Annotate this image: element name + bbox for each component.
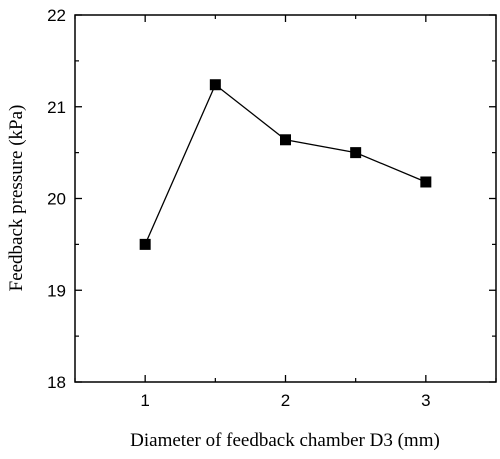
axis-ticks: 1 2 3 18 19 20 21 22 <box>47 6 497 410</box>
x-tick-label: 1 <box>140 391 149 410</box>
data-series <box>139 79 432 250</box>
series-line <box>144 83 427 245</box>
y-axis-label: Feedback pressure (kPa) <box>6 105 27 292</box>
x-axis-label: Diameter of feedback chamber D3 (mm) <box>130 430 440 451</box>
y-tick-label: 22 <box>47 6 66 25</box>
plot-frame <box>74 14 497 383</box>
y-tick-label: 18 <box>47 373 66 392</box>
data-point <box>350 147 362 159</box>
data-point <box>139 238 151 250</box>
data-point <box>280 134 291 146</box>
y-tick-label: 19 <box>47 281 66 300</box>
x-tick-label: 2 <box>281 391 290 410</box>
data-point <box>420 176 432 188</box>
x-tick-label: 3 <box>421 391 430 410</box>
y-tick-label: 21 <box>47 98 66 117</box>
data-point <box>209 79 221 91</box>
y-tick-label: 20 <box>47 190 66 209</box>
